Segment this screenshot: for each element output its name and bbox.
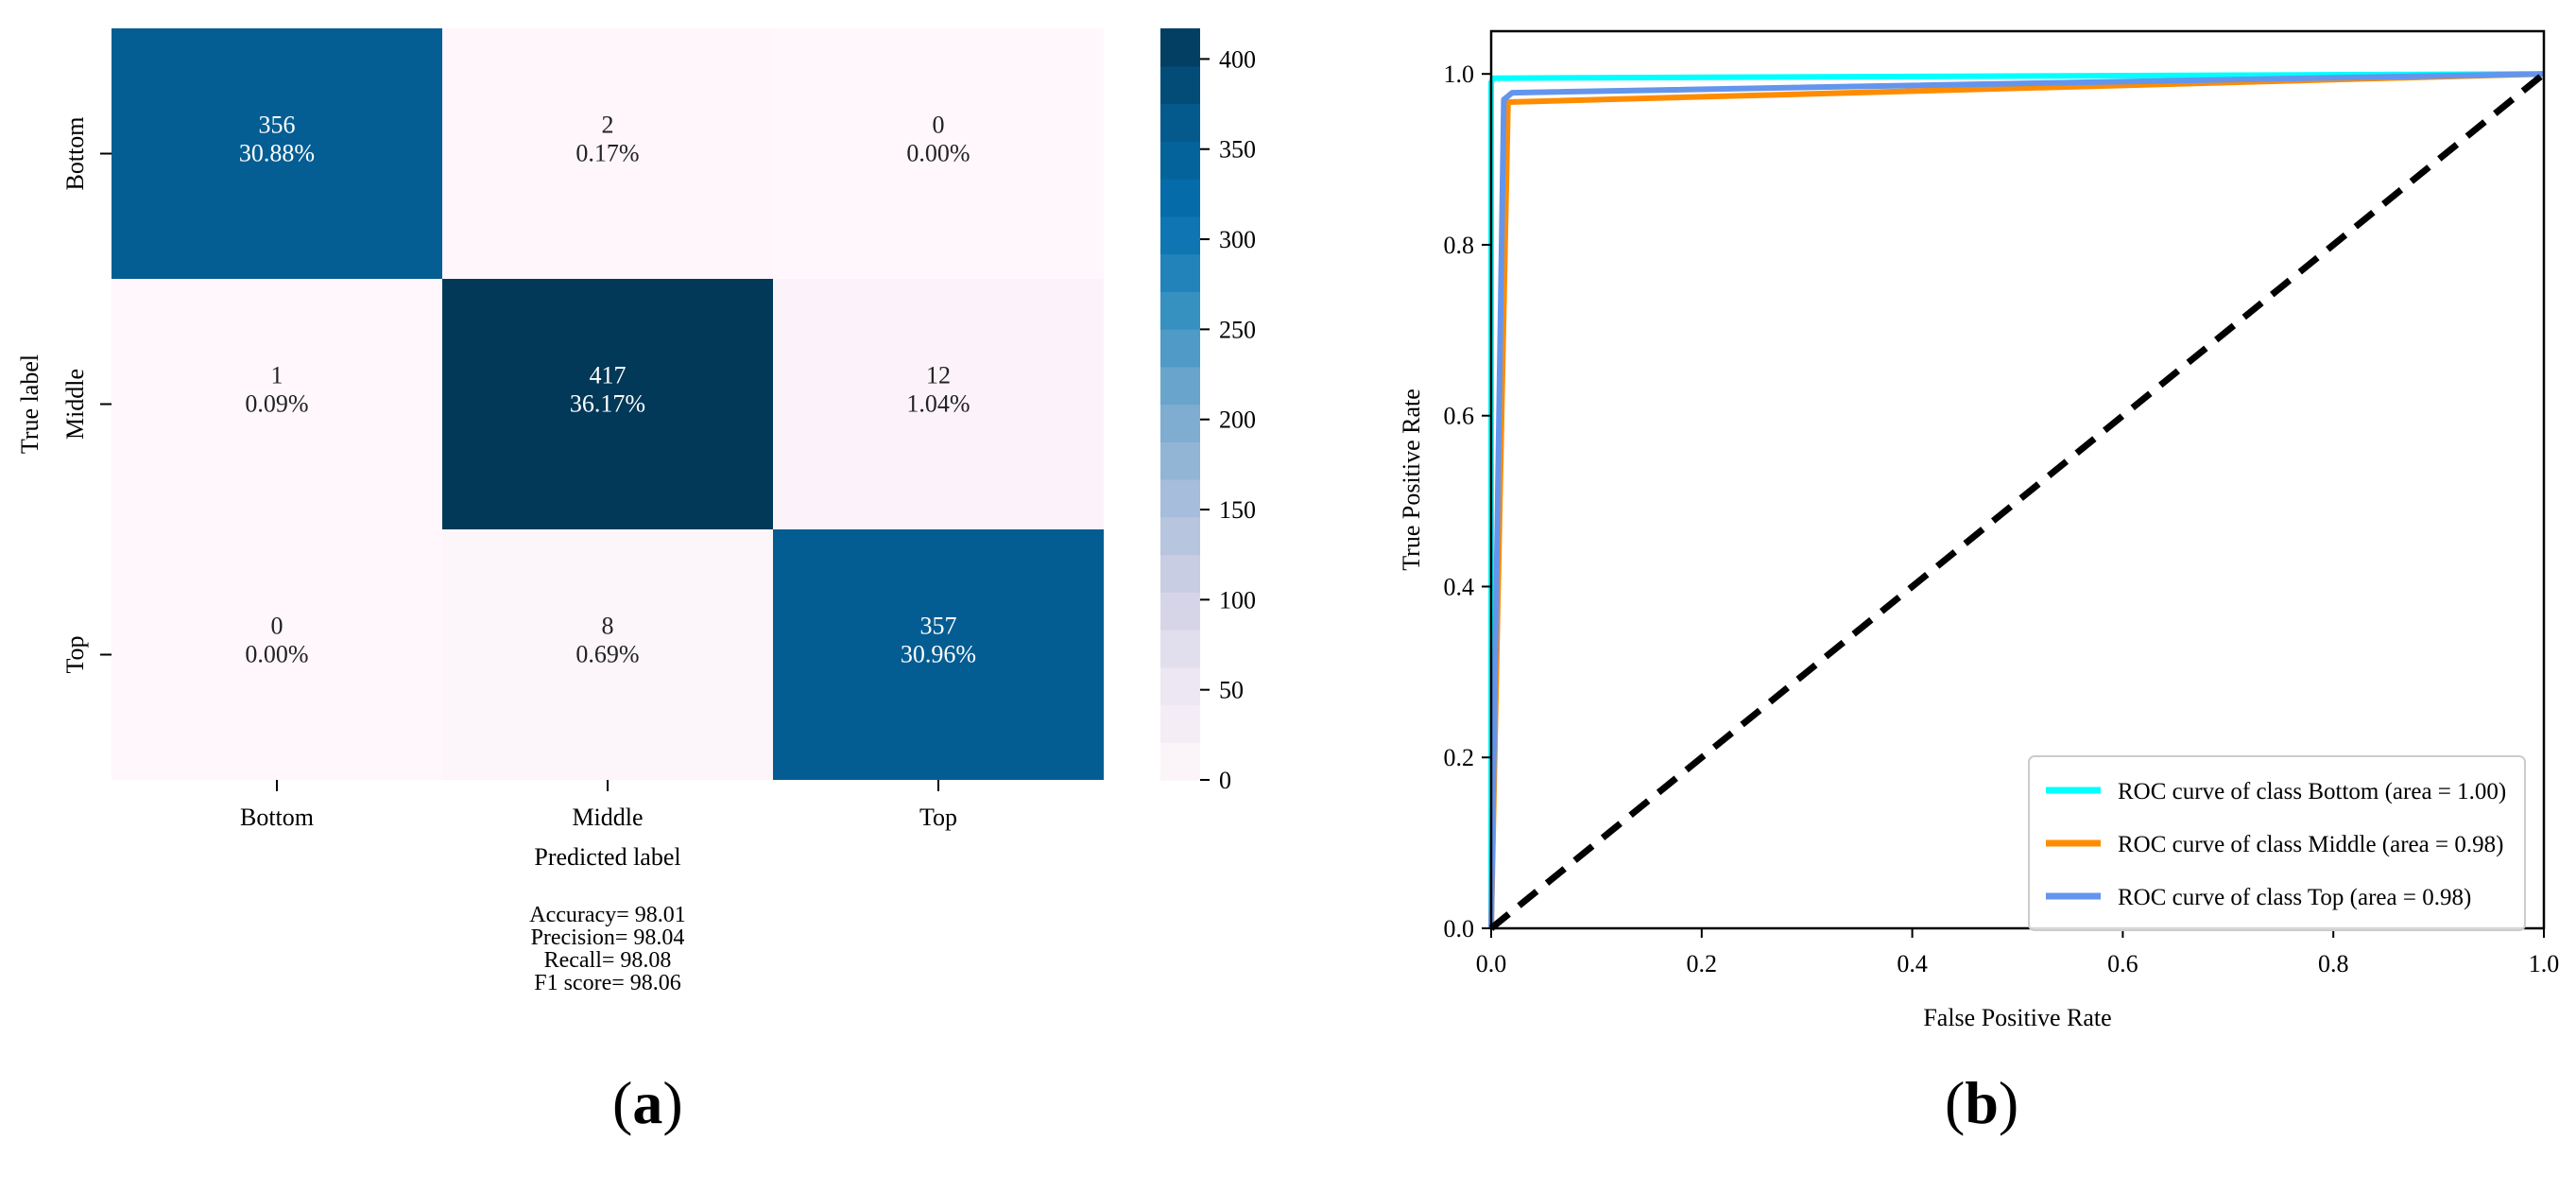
y-tick-label: 1.0 (1444, 61, 1475, 88)
y-tick-label: Middle (61, 369, 89, 440)
colorbar-tick-label: 100 (1219, 586, 1256, 614)
y-tick-label: 0.0 (1444, 915, 1475, 942)
x-tick-label: Bottom (240, 804, 314, 831)
colorbar-segment (1160, 742, 1200, 781)
caption-a: (a) (612, 1069, 683, 1136)
colorbar-segment (1160, 554, 1200, 593)
caption-b-letter: b (1965, 1069, 1999, 1136)
y-tick-label: 0.4 (1444, 573, 1475, 600)
y-tick-label: Top (61, 635, 89, 673)
cell-percent-label: 0.00% (906, 140, 970, 167)
legend-entry-label: ROC curve of class Bottom (area = 1.00) (2118, 779, 2506, 804)
legend-box (2028, 755, 2526, 931)
cell-percent-label: 30.96% (901, 641, 976, 668)
heatmap-cell (773, 529, 1104, 780)
cell-count-label: 8 (602, 613, 614, 640)
colorbar-tick-label: 0 (1219, 767, 1231, 794)
colorbar-tick-label: 150 (1219, 496, 1256, 524)
colorbar-segment (1160, 366, 1200, 406)
metric-label: Accuracy= 98.01 (529, 903, 685, 927)
roc-series-line (1488, 71, 2545, 929)
cell-count-label: 12 (926, 362, 951, 389)
cell-percent-label: 0.17% (575, 140, 639, 167)
colorbar-tick-label: 350 (1219, 136, 1256, 164)
caption-a-letter: a (632, 1069, 663, 1136)
x-axis-label: False Positive Rate (1923, 1004, 2111, 1031)
y-tick-label: Bottom (61, 116, 89, 190)
heatmap-cell (773, 279, 1104, 529)
colorbar-tick-label: 250 (1219, 316, 1256, 343)
colorbar-segment (1160, 253, 1200, 292)
colorbar-segment (1160, 479, 1200, 518)
heatmap-cell (442, 28, 773, 279)
metric-label: Precision= 98.04 (531, 925, 685, 950)
legend-entry-label: ROC curve of class Top (area = 0.98) (2118, 885, 2471, 910)
colorbar-tick-label: 300 (1219, 226, 1256, 253)
heatmap-cell (112, 279, 442, 529)
x-tick-label: 0.2 (1687, 950, 1718, 977)
cell-count-label: 0 (933, 112, 945, 139)
heatmap-cell (773, 28, 1104, 279)
cell-percent-label: 30.88% (239, 140, 315, 167)
cell-percent-label: 36.17% (570, 390, 645, 418)
cell-percent-label: 0.69% (575, 641, 639, 668)
y-tick-label: 0.8 (1444, 232, 1475, 259)
colorbar-segment (1160, 103, 1200, 142)
caption-b: (b) (1945, 1069, 2019, 1136)
cell-count-label: 1 (271, 362, 283, 389)
confusion-matrix-panel: 35630.88%20.17%00.00%10.09%41736.17%121.… (16, 28, 1256, 995)
colorbar-segment (1160, 666, 1200, 706)
colorbar-segment (1160, 65, 1200, 105)
colorbar-segment (1160, 141, 1200, 180)
cell-count-label: 356 (259, 112, 296, 139)
cell-count-label: 417 (590, 362, 627, 389)
heatmap-cell (112, 28, 442, 279)
cell-count-label: 0 (271, 613, 283, 640)
metric-label: Recall= 98.08 (544, 948, 672, 973)
colorbar-segment (1160, 216, 1200, 255)
cell-count-label: 2 (602, 112, 614, 139)
colorbar-segment (1160, 291, 1200, 330)
colorbar-segment (1160, 179, 1200, 217)
cell-percent-label: 0.00% (245, 641, 308, 668)
colorbar-segment (1160, 630, 1200, 668)
colorbar-segment (1160, 329, 1200, 368)
x-axis-label: Predicted label (534, 843, 680, 871)
heatmap-cell (442, 529, 773, 780)
colorbar-segment (1160, 28, 1200, 67)
roc-panel: 0.0 0.2 0.4 0.6 0.8 1.0 0.0 0.2 0.4 0.6 0.8 1.0 Fals… (1398, 29, 2560, 1031)
y-axis-label: True Positive Rate (1398, 389, 1425, 571)
metric-label: F1 score= 98.06 (534, 971, 681, 995)
cell-percent-label: 1.04% (906, 390, 970, 418)
heatmap-cell (112, 529, 442, 780)
colorbar-tick-label: 400 (1219, 45, 1256, 73)
heatmap-cell (442, 279, 773, 529)
legend-entry-label: ROC curve of class Middle (area = 0.98) (2118, 832, 2503, 857)
colorbar-segment (1160, 704, 1200, 743)
colorbar-tick-label: 200 (1219, 406, 1256, 434)
colorbar-segment (1160, 516, 1200, 556)
x-tick-label: 1.0 (2529, 950, 2560, 977)
x-tick-label: 0.8 (2318, 950, 2349, 977)
y-axis-label: True label (16, 354, 43, 454)
x-tick-label: 0.0 (1476, 950, 1507, 977)
y-tick-label: 0.6 (1444, 403, 1475, 430)
x-tick-label: 0.4 (1897, 950, 1928, 977)
plot-frame (1489, 29, 2546, 930)
colorbar-segment (1160, 592, 1200, 631)
colorbar-tick-label: 50 (1219, 677, 1244, 704)
chance-diagonal-line (1488, 71, 2547, 931)
x-tick-label: Middle (572, 804, 643, 831)
colorbar-segment (1160, 441, 1200, 480)
colorbar-segment (1160, 404, 1200, 442)
x-tick-label: Top (919, 804, 957, 831)
y-tick-label: 0.2 (1444, 744, 1475, 771)
cell-count-label: 357 (920, 613, 957, 640)
cell-percent-label: 0.09% (245, 390, 308, 418)
x-tick-label: 0.6 (2107, 950, 2138, 977)
